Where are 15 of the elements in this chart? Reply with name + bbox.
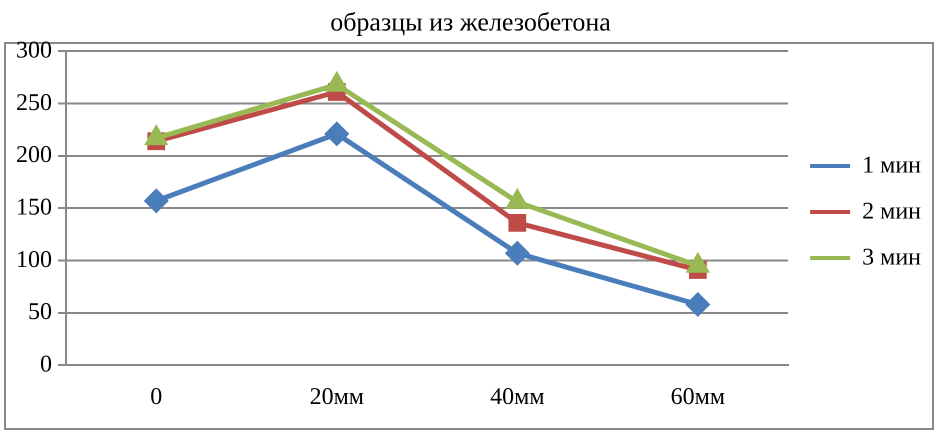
x-tick-label: 20мм: [310, 384, 364, 410]
legend-label: 3 мин: [862, 244, 922, 270]
legend-label: 2 мин: [862, 198, 922, 224]
x-tick-label: 0: [150, 384, 162, 410]
y-tick-label: 150: [16, 194, 52, 220]
x-tick-label: 40мм: [490, 384, 545, 410]
y-tick-label: 0: [40, 351, 52, 378]
x-tick-label: 60мм: [670, 384, 726, 410]
y-tick-label: 300: [16, 37, 52, 64]
legend-label: 1 мин: [862, 152, 922, 178]
y-tick-label: 200: [16, 142, 52, 168]
y-tick-label: 50: [28, 299, 52, 326]
y-tick-label: 250: [16, 90, 52, 116]
y-tick-label: 100: [16, 246, 52, 273]
chart-title: образцы из железобетона: [330, 7, 612, 36]
